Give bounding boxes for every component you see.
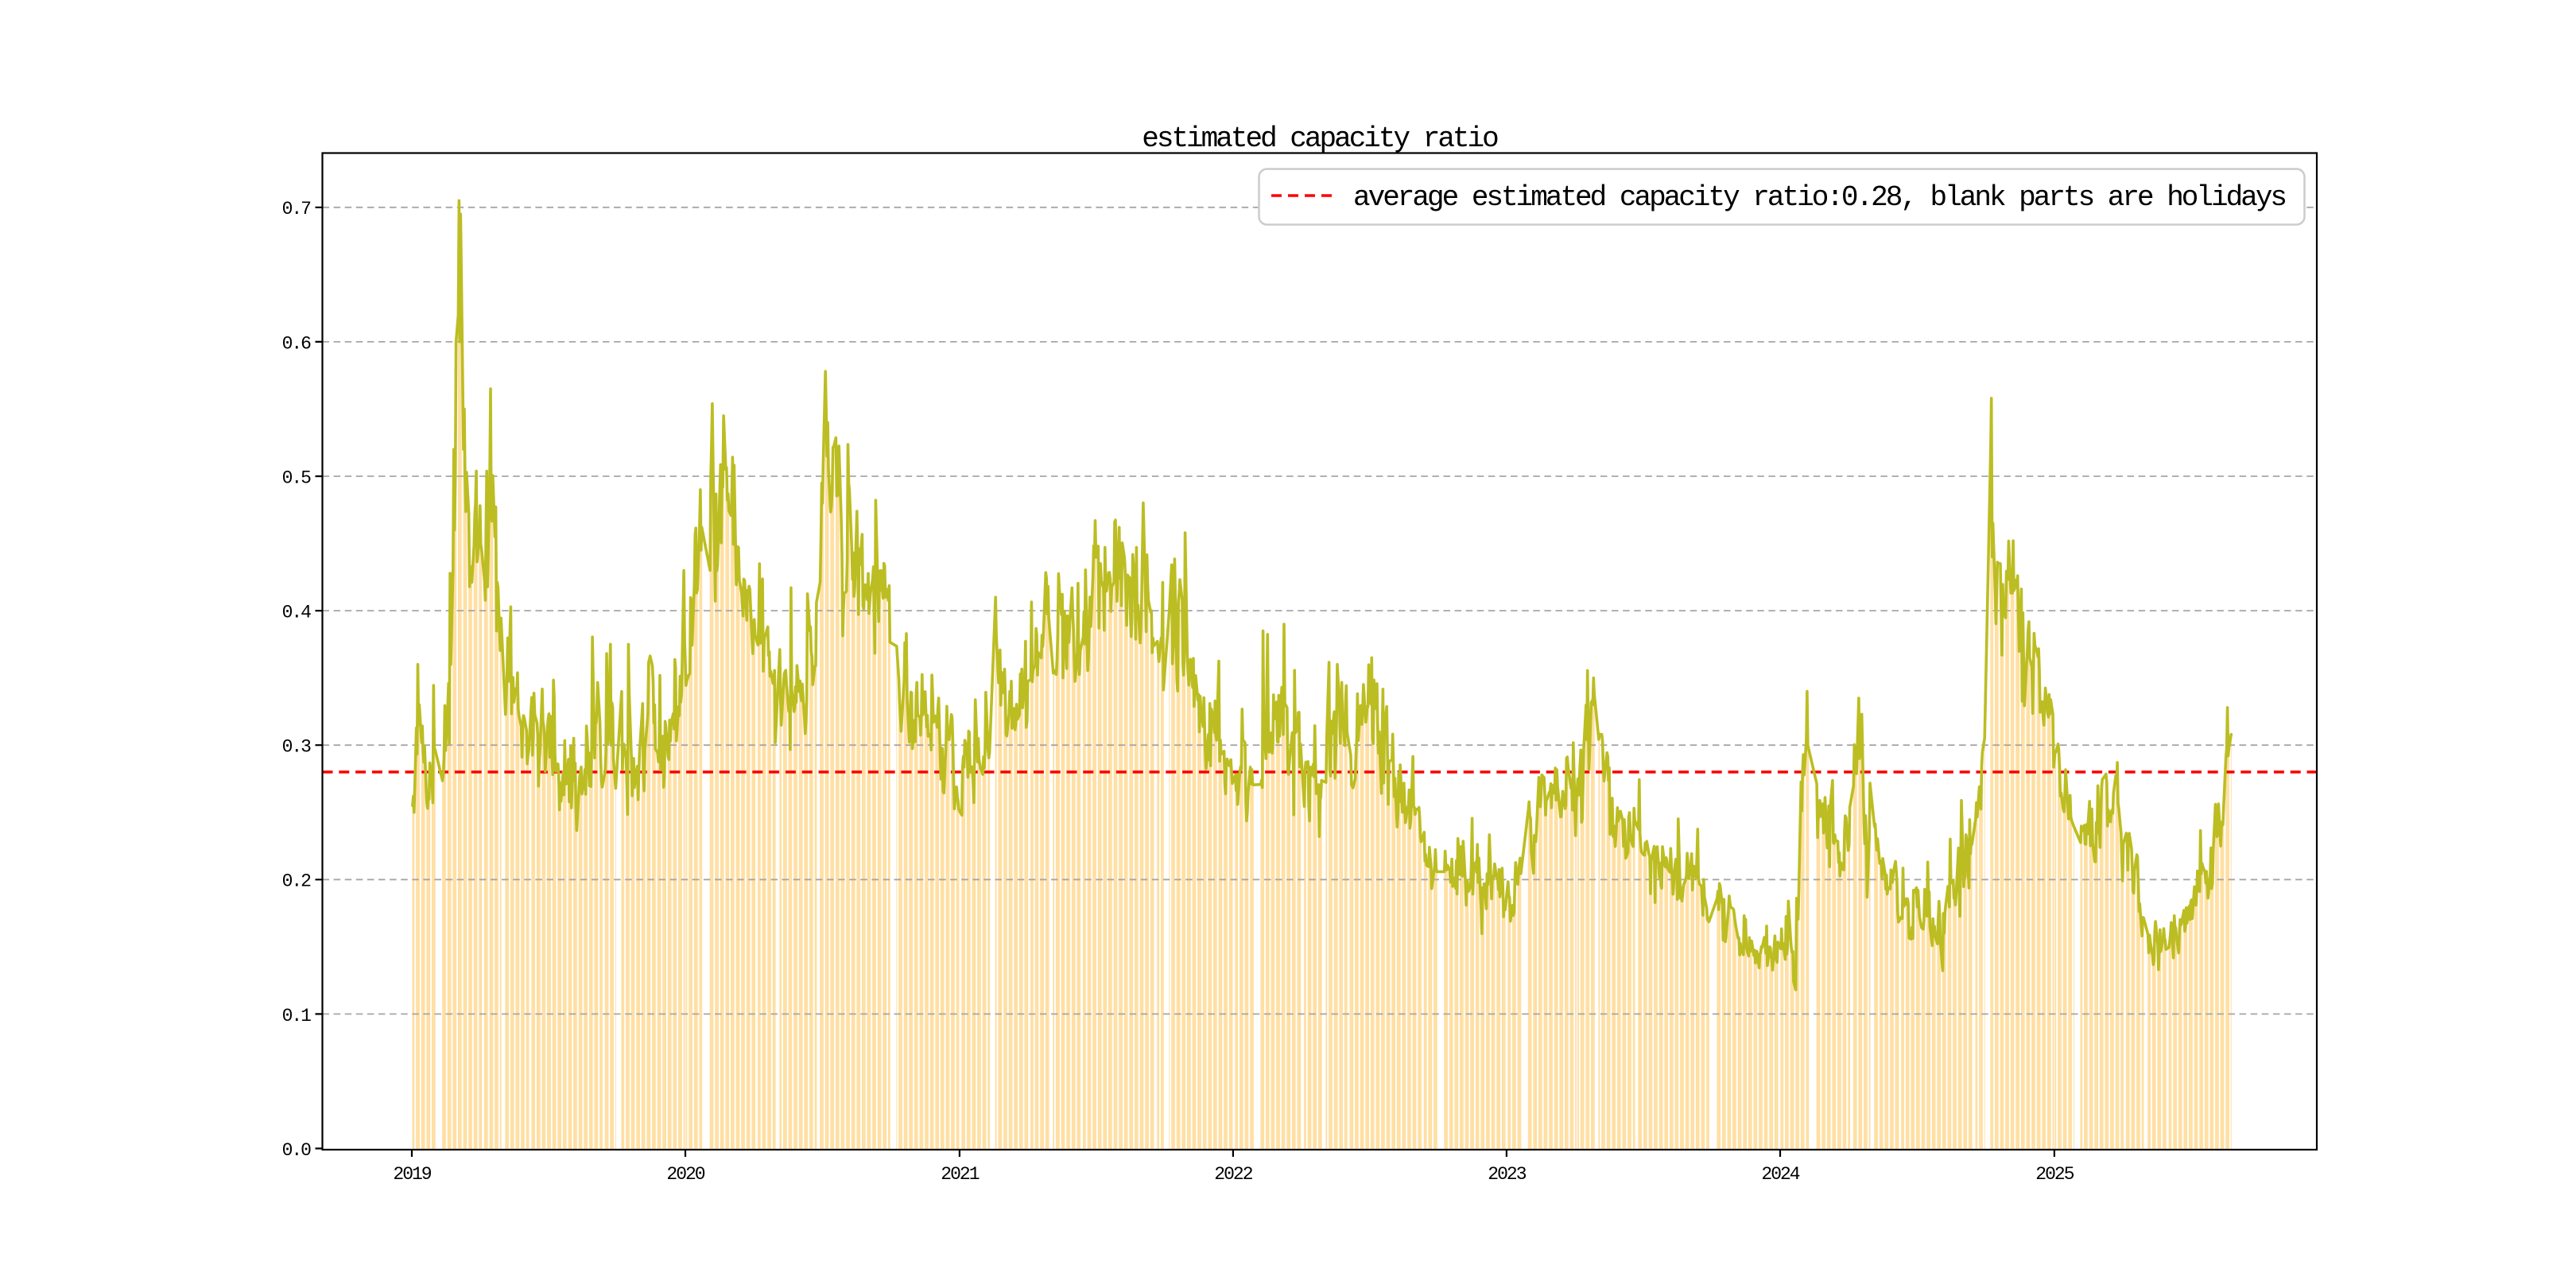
svg-text:2021: 2021 bbox=[941, 1164, 979, 1185]
svg-text:0.3: 0.3 bbox=[282, 737, 312, 758]
svg-text:0.0: 0.0 bbox=[282, 1140, 312, 1161]
svg-text:0.6: 0.6 bbox=[282, 333, 312, 354]
svg-text:2025: 2025 bbox=[2035, 1164, 2074, 1185]
svg-text:0.2: 0.2 bbox=[282, 871, 312, 892]
svg-text:0.4: 0.4 bbox=[282, 603, 312, 623]
svg-text:2023: 2023 bbox=[1488, 1164, 1526, 1185]
svg-text:2020: 2020 bbox=[666, 1164, 704, 1185]
svg-text:average estimated capacity rat: average estimated capacity ratio:0.28, b… bbox=[1353, 181, 2285, 214]
svg-text:2024: 2024 bbox=[1761, 1164, 1799, 1185]
svg-text:estimated capacity ratio: estimated capacity ratio bbox=[1142, 122, 1498, 155]
svg-text:2022: 2022 bbox=[1214, 1164, 1252, 1185]
svg-text:2019: 2019 bbox=[393, 1164, 431, 1185]
svg-text:0.1: 0.1 bbox=[282, 1006, 312, 1026]
svg-text:0.7: 0.7 bbox=[282, 199, 311, 219]
svg-text:0.5: 0.5 bbox=[282, 467, 312, 488]
